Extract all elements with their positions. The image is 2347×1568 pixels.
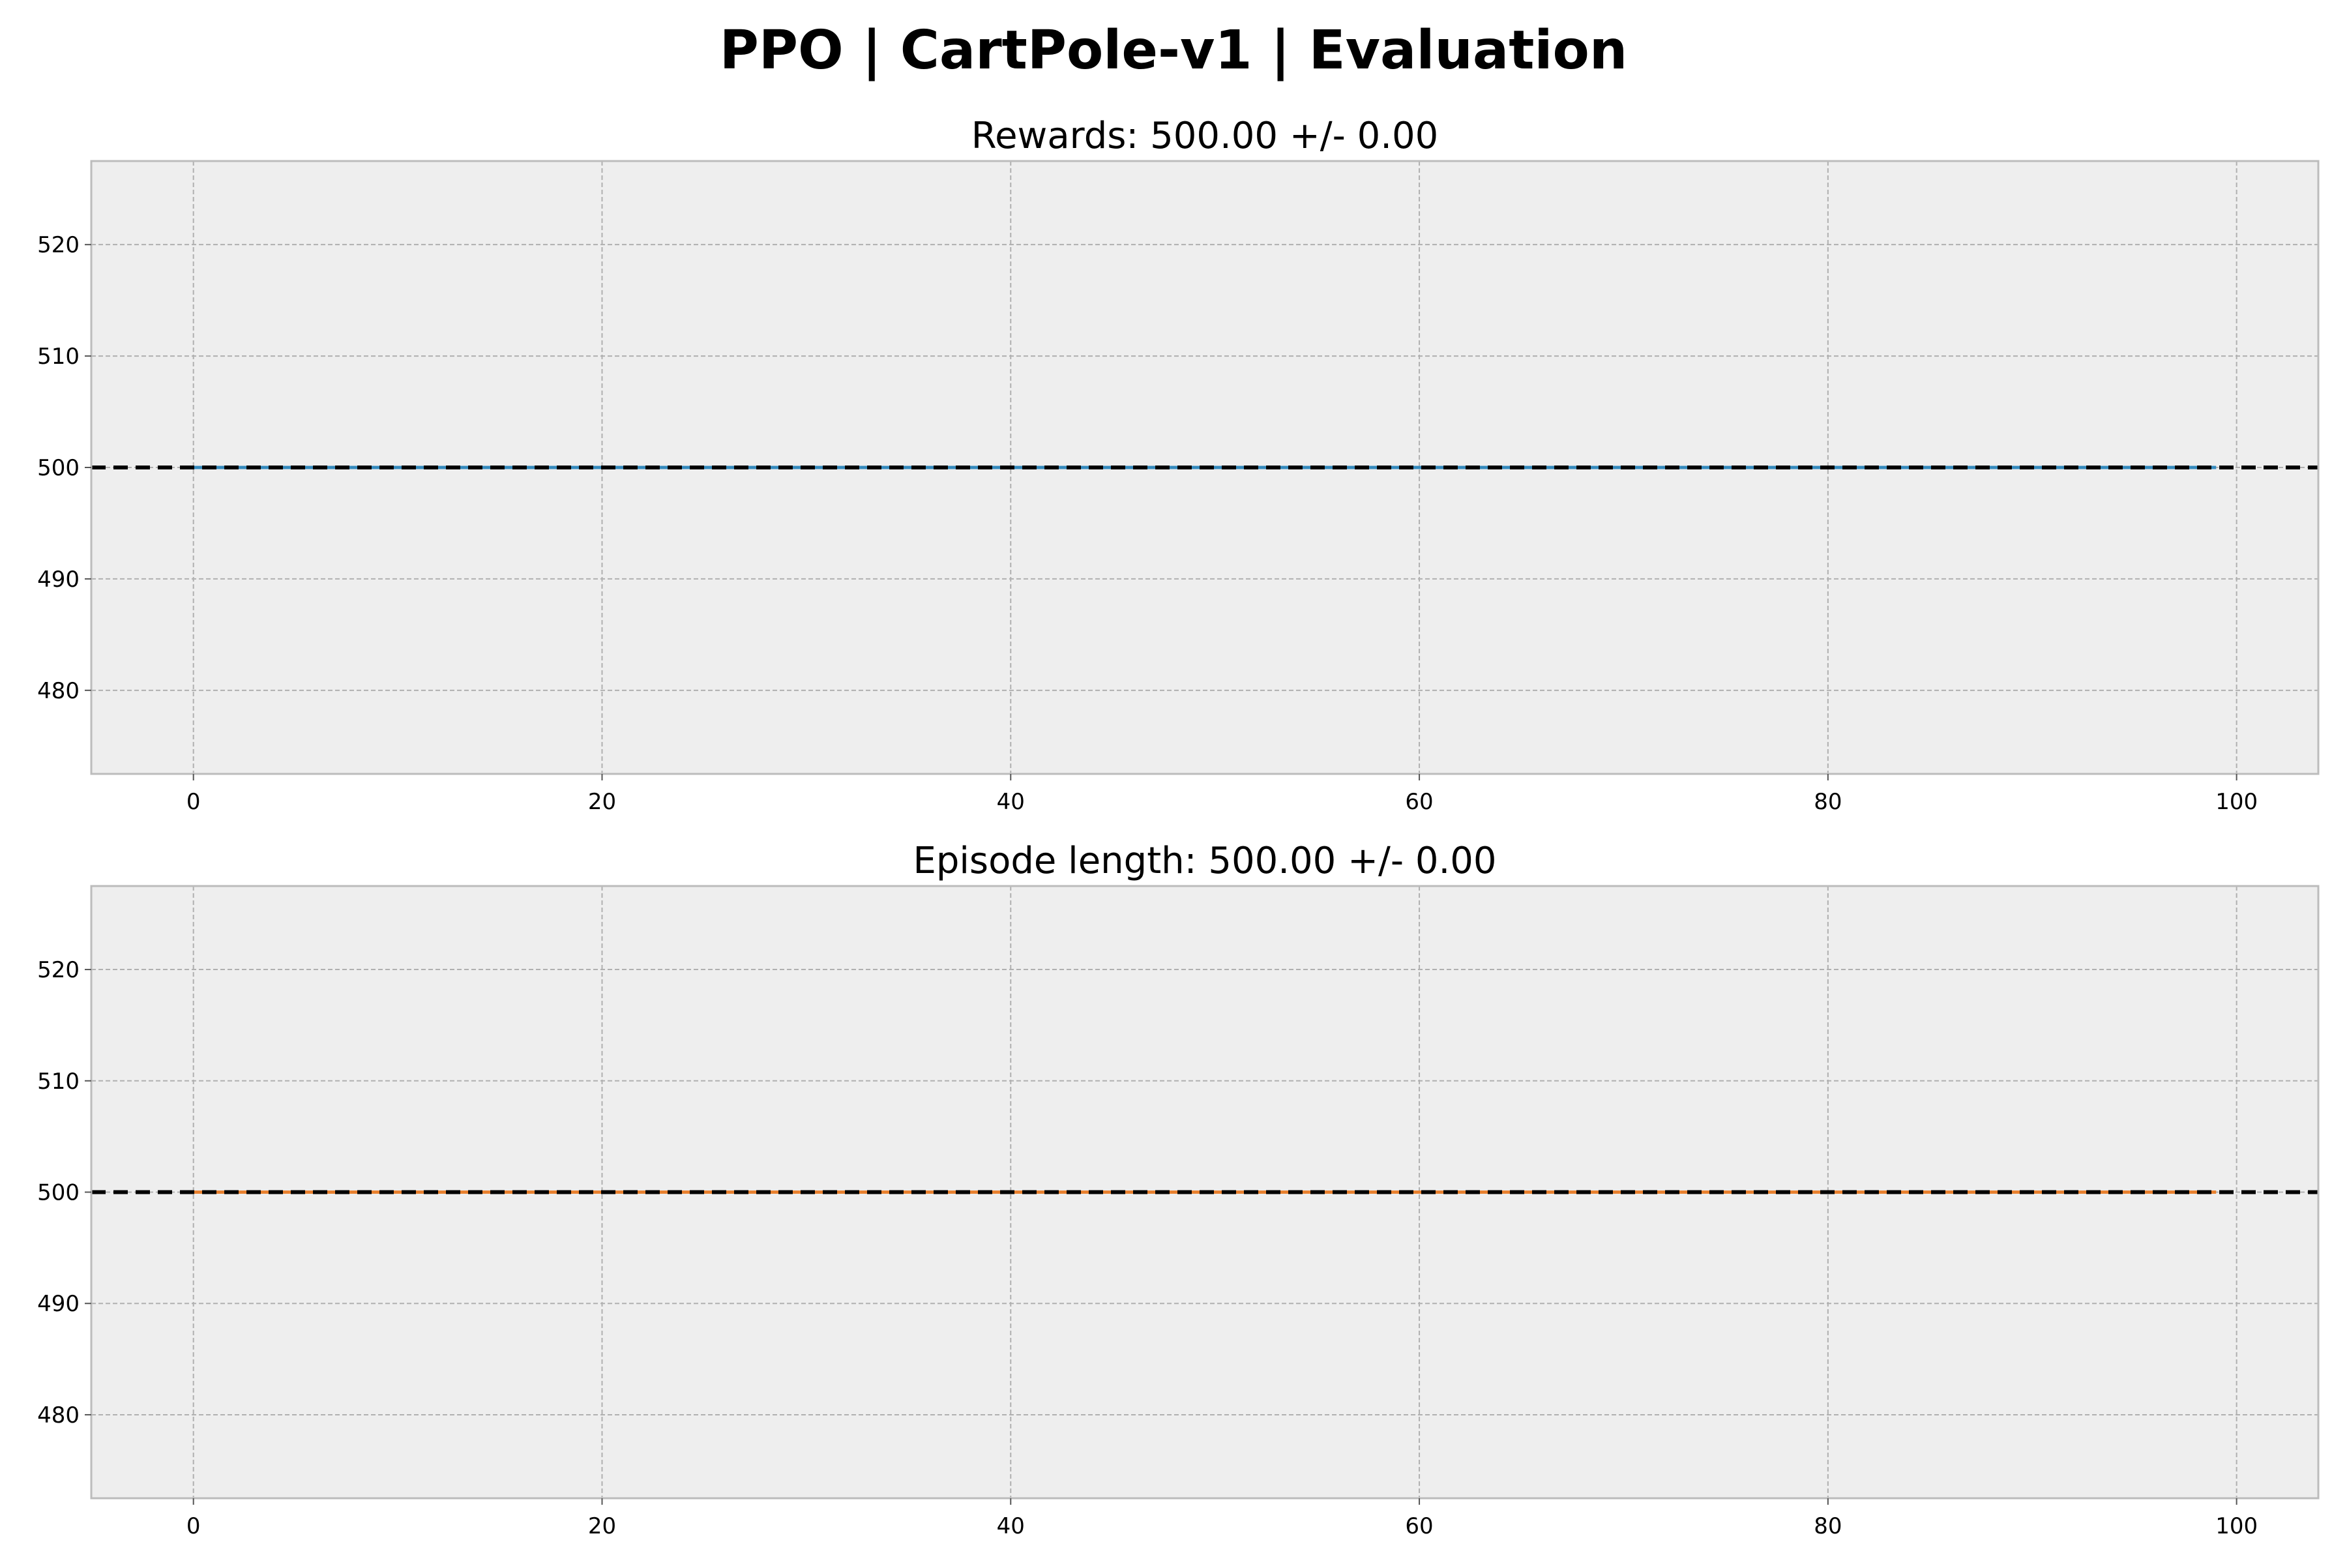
- figure-title: PPO | CartPole-v1 | Evaluation: [719, 20, 1628, 81]
- rewards-y-tick-label: 510: [37, 344, 80, 370]
- episode-length-x-tick-label: 20: [588, 1513, 616, 1539]
- rewards-y-tick-label: 520: [37, 232, 80, 258]
- episode-length-subplot: 0 20 40 60 80 100 480 490 500 510 520 Episode lengt…: [37, 840, 2320, 1539]
- episode-length-y-tick-label: 500: [37, 1180, 80, 1206]
- rewards-x-tick-label: 20: [588, 789, 616, 815]
- rewards-x-tick-label: 40: [997, 789, 1025, 815]
- episode-length-y-tick-label: 510: [37, 1069, 80, 1095]
- episode-length-y-tick-label: 490: [37, 1291, 80, 1317]
- episode-length-x-tick-label: 100: [2215, 1513, 2258, 1539]
- episode-length-y-tick-label: 480: [37, 1402, 80, 1428]
- episode-length-x-tick-label: 0: [186, 1513, 201, 1539]
- rewards-x-tick-label: 80: [1814, 789, 1842, 815]
- episode-length-x-tick-label: 80: [1814, 1513, 1842, 1539]
- episode-length-subplot-title: Episode length: 500.00 +/- 0.00: [913, 840, 1496, 882]
- rewards-x-tick-label: 100: [2215, 789, 2258, 815]
- rewards-x-tick-label: 0: [186, 789, 201, 815]
- episode-length-x-tick-label: 60: [1405, 1513, 1433, 1539]
- rewards-subplot: 0 20 40 60 80 100 480 490 500 510 520 Rewards: 500.…: [37, 115, 2320, 815]
- rewards-y-tick-label: 490: [37, 567, 80, 593]
- rewards-x-tick-label: 60: [1405, 789, 1433, 815]
- episode-length-y-tick-label: 520: [37, 957, 80, 983]
- rewards-y-tick-label: 480: [37, 678, 80, 704]
- episode-length-x-tick-label: 40: [997, 1513, 1025, 1539]
- rewards-y-tick-label: 500: [37, 455, 80, 481]
- rewards-subplot-title: Rewards: 500.00 +/- 0.00: [971, 115, 1439, 157]
